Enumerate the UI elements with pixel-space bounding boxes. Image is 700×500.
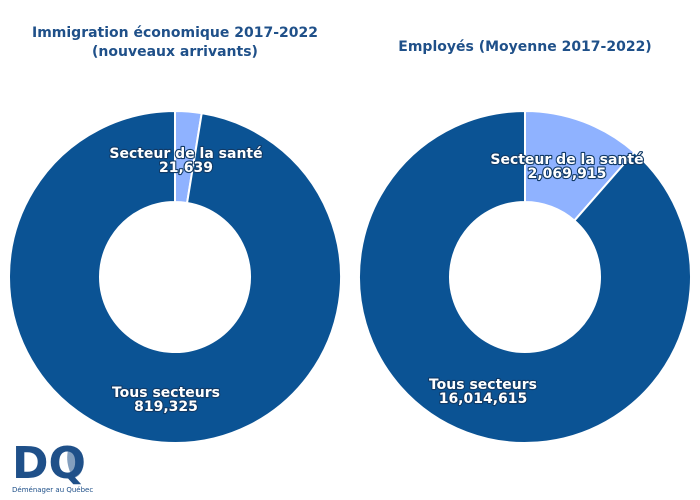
donut-chart-1: Immigration économique 2017-2022 (nouveau… (8, 25, 342, 444)
slice-tous-secteurs-chart-1[interactable] (8, 109, 342, 444)
donut-chart-2: Employés (Moyenne 2017-2022) Secteur de l… (358, 39, 692, 444)
slice-tous-secteurs-chart-2[interactable] (358, 109, 692, 444)
slice-label-name-chart-2-2: Tous secteurs (429, 377, 537, 393)
slice-label-value-chart-1-1: 21,639 (159, 160, 213, 176)
logo-tagline: Déménager au Québec (12, 486, 93, 494)
chart-title-2-line-1: Employés (Moyenne 2017-2022) (398, 39, 651, 55)
slice-label-value-chart-1-2: 819,325 (134, 399, 198, 415)
quebec-map-icon (67, 450, 83, 478)
slice-label-name-chart-2-1: Secteur de la santé (490, 152, 643, 168)
slice-label-value-chart-2-2: 16,014,615 (439, 391, 528, 407)
logo: DQ Déménager au Québec (10, 430, 110, 496)
chart-title-1-line-1: Immigration économique 2017-2022 (32, 25, 318, 41)
slice-label-value-chart-2-1: 2,069,915 (528, 166, 607, 182)
chart-title-1-line-2: (nouveaux arrivants) (92, 44, 258, 60)
slice-label-name-chart-1-2: Tous secteurs (112, 385, 220, 401)
slice-label-name-chart-1-1: Secteur de la santé (109, 146, 262, 162)
